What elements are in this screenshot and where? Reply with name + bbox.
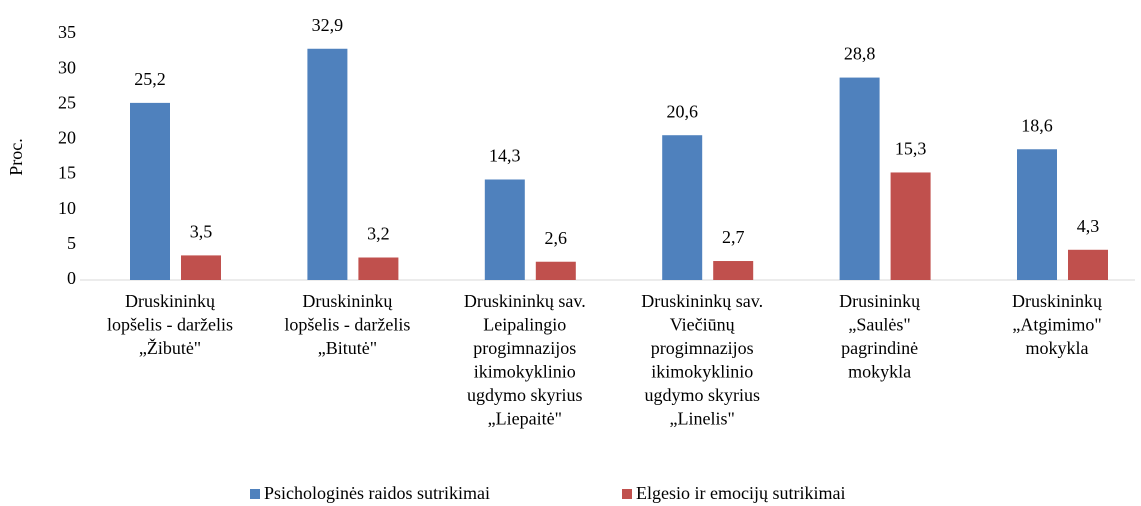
bar bbox=[839, 77, 880, 280]
x-tick-label: „Liepaitė" bbox=[488, 409, 562, 429]
y-tick-label: 0 bbox=[67, 268, 76, 288]
y-tick-label: 20 bbox=[58, 128, 76, 148]
bar bbox=[535, 261, 576, 280]
data-label: 4,3 bbox=[1077, 216, 1100, 236]
x-tick-label: Druskininkų bbox=[1012, 291, 1103, 311]
bar bbox=[307, 48, 348, 281]
x-tick-label: ugdymo skyrius bbox=[644, 385, 760, 405]
x-tick-label: „Linelis" bbox=[670, 409, 735, 429]
y-tick-label: 10 bbox=[58, 198, 76, 218]
bar bbox=[484, 179, 525, 280]
legend-label: Psichologinės raidos sutrikimai bbox=[264, 483, 490, 503]
x-tick-label: „Bitutė" bbox=[318, 338, 377, 358]
data-label: 3,5 bbox=[190, 222, 213, 242]
data-label: 15,3 bbox=[895, 139, 927, 159]
data-label: 3,2 bbox=[367, 224, 390, 244]
x-tick-label: ikimokyklinio bbox=[651, 362, 753, 382]
y-axis-label: Proc. bbox=[6, 138, 26, 176]
x-tick-label: mokykla bbox=[848, 362, 911, 382]
data-label: 20,6 bbox=[666, 101, 698, 121]
x-tick-label: lopšelis - darželis bbox=[107, 315, 233, 335]
bar bbox=[358, 257, 399, 280]
bar bbox=[1017, 149, 1057, 280]
data-label: 14,3 bbox=[489, 146, 521, 166]
x-tick-label: progimnazijos bbox=[473, 338, 576, 358]
x-tick-label: lopšelis - darželis bbox=[284, 315, 410, 335]
x-tick-label: pagrindinė bbox=[841, 338, 918, 358]
x-tick-label: Druskininkų bbox=[125, 291, 216, 311]
bar bbox=[130, 102, 170, 280]
data-label: 28,8 bbox=[844, 44, 876, 64]
y-tick-label: 25 bbox=[58, 92, 76, 112]
x-tick-label: „Atgimimo" bbox=[1012, 315, 1101, 335]
x-tick-label: Druskininkų sav. bbox=[641, 291, 763, 311]
y-tick-label: 15 bbox=[58, 163, 76, 183]
legend-swatch bbox=[250, 489, 260, 499]
legend-label: Elgesio ir emocijų sutrikimai bbox=[636, 483, 845, 503]
x-tick-label: ikimokyklinio bbox=[474, 362, 576, 382]
bar bbox=[181, 255, 221, 280]
bar bbox=[1068, 249, 1108, 280]
data-label: 18,6 bbox=[1021, 115, 1053, 135]
x-tick-label: Drusininkų bbox=[839, 291, 921, 311]
bar bbox=[713, 261, 754, 280]
y-tick-label: 5 bbox=[67, 233, 76, 253]
x-tick-label: Druskininkų bbox=[302, 291, 393, 311]
x-tick-label: Druskininkų sav. bbox=[464, 291, 586, 311]
data-label: 25,2 bbox=[134, 69, 166, 89]
x-tick-label: progimnazijos bbox=[651, 338, 754, 358]
data-label: 2,6 bbox=[545, 228, 568, 248]
bar bbox=[890, 172, 931, 280]
y-tick-label: 35 bbox=[58, 22, 76, 42]
x-tick-label: mokykla bbox=[1026, 338, 1089, 358]
x-tick-label: ugdymo skyrius bbox=[467, 385, 583, 405]
legend-swatch bbox=[622, 489, 632, 499]
x-tick-label: „Žibutė" bbox=[139, 337, 201, 358]
data-label: 32,9 bbox=[312, 15, 344, 35]
data-label: 2,7 bbox=[722, 227, 745, 247]
y-tick-label: 30 bbox=[58, 57, 76, 77]
x-tick-label: Viečiūnų bbox=[670, 315, 736, 335]
x-tick-label: Leipalingio bbox=[483, 315, 566, 335]
bar bbox=[662, 135, 703, 280]
x-tick-label: „Saulės" bbox=[848, 315, 910, 335]
